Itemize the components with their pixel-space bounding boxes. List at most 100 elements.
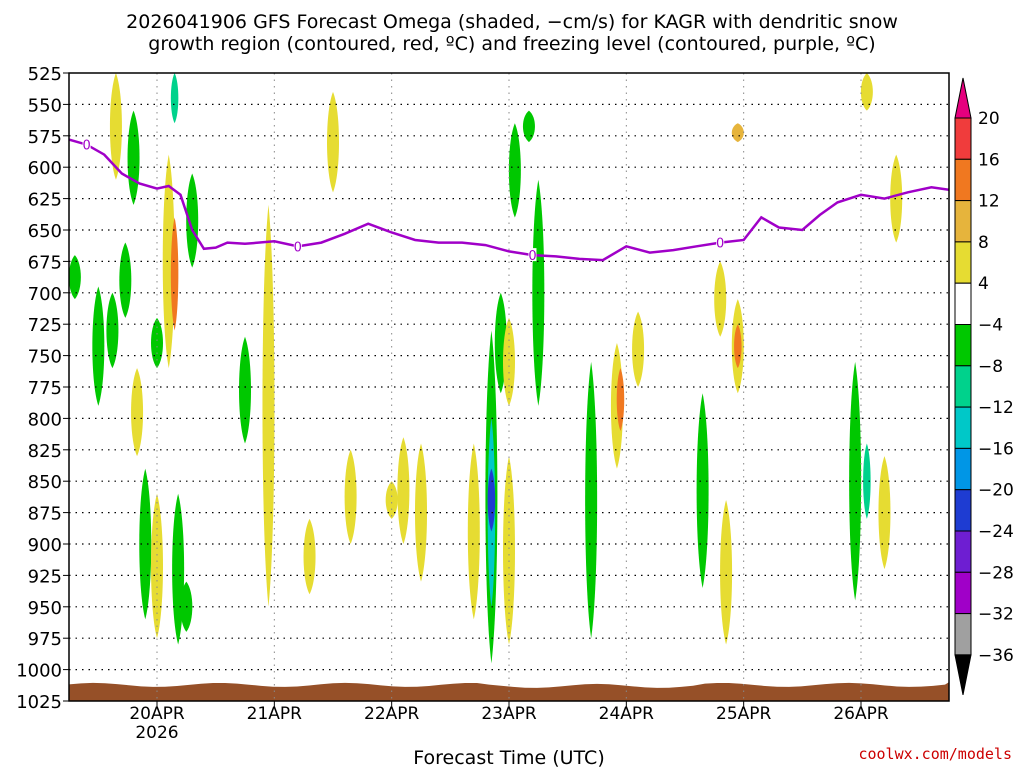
omega-region bbox=[632, 311, 645, 387]
omega-region bbox=[863, 443, 871, 519]
y-tick-label: 1025 bbox=[16, 692, 62, 713]
omega-region bbox=[890, 154, 903, 243]
colorbar-label: 20 bbox=[978, 109, 1000, 129]
colorbar-top-arrow bbox=[954, 77, 972, 119]
y-tick-label: 850 bbox=[28, 472, 62, 493]
omega-region bbox=[106, 292, 119, 369]
omega-shading-layer bbox=[69, 73, 903, 664]
colorbar-swatch bbox=[954, 117, 972, 160]
y-tick-label: 725 bbox=[28, 315, 62, 336]
omega-region bbox=[262, 204, 275, 607]
omega-region bbox=[170, 73, 179, 124]
omega-region bbox=[585, 361, 598, 639]
colorbar-label: −8 bbox=[978, 357, 1003, 377]
omega-region bbox=[131, 368, 144, 457]
omega-region bbox=[344, 449, 357, 544]
x-tick-label: 21APR bbox=[247, 704, 303, 724]
x-tick-label: 20APR bbox=[129, 704, 185, 724]
omega-region bbox=[239, 336, 251, 444]
omega-region bbox=[696, 393, 709, 588]
freezing-level-line bbox=[69, 138, 949, 262]
omega-region bbox=[487, 468, 496, 532]
colorbar-label: 8 bbox=[978, 233, 989, 253]
omega-region bbox=[327, 91, 339, 193]
omega-region bbox=[69, 255, 81, 300]
omega-region bbox=[522, 110, 535, 143]
omega-region bbox=[503, 317, 515, 406]
colorbar-swatch bbox=[954, 241, 972, 284]
omega-region bbox=[162, 154, 175, 369]
contour-label-bg bbox=[528, 248, 537, 262]
colorbar-bottom-arrow bbox=[954, 654, 972, 695]
colorbar-label: −36 bbox=[978, 646, 1014, 666]
colorbar-label: 4 bbox=[978, 274, 989, 294]
colorbar-swatch bbox=[954, 489, 972, 532]
y-tick-label: 975 bbox=[28, 629, 62, 650]
x-tick-label: 22APR bbox=[364, 704, 420, 724]
omega-region bbox=[860, 73, 873, 111]
y-tick-label: 925 bbox=[28, 566, 62, 587]
y-tick-label: 550 bbox=[28, 95, 62, 116]
omega-region bbox=[849, 361, 862, 601]
freezing-level-label: 0 bbox=[82, 139, 90, 154]
colorbar-swatch bbox=[954, 530, 972, 573]
y-tick-label: 950 bbox=[28, 598, 62, 619]
contour-label-bg bbox=[293, 239, 302, 253]
y-tick-label: 700 bbox=[28, 284, 62, 305]
x-tick-sublabel: 2026 bbox=[135, 723, 178, 743]
x-tick-label: 26APR bbox=[833, 704, 889, 724]
chart-title-line1: 2026041906 GFS Forecast Omega (shaded, −… bbox=[126, 11, 898, 33]
omega-region bbox=[151, 317, 163, 369]
x-tick-label: 25APR bbox=[716, 704, 772, 724]
x-tick-label: 24APR bbox=[599, 704, 655, 724]
colorbar-swatch bbox=[954, 200, 972, 243]
x-tick-label: 23APR bbox=[481, 704, 537, 724]
omega-region bbox=[119, 242, 132, 318]
colorbar-swatch bbox=[954, 613, 972, 656]
credit-text[interactable]: coolwx.com/models bbox=[858, 745, 1012, 763]
x-axis-label: Forecast Time (UTC) bbox=[413, 747, 604, 768]
omega-region bbox=[109, 73, 122, 180]
grid-layer bbox=[69, 73, 949, 701]
omega-region bbox=[503, 456, 515, 645]
colorbar-swatch bbox=[954, 158, 972, 202]
colorbar: 20 16 12 8 4 −4 −8 −12 −16 −20 −24 −28 −32 −36 bbox=[954, 77, 1014, 695]
colorbar-swatch bbox=[954, 365, 972, 408]
colorbar-swatch bbox=[954, 282, 972, 326]
y-tick-label: 1000 bbox=[16, 661, 62, 682]
omega-region bbox=[303, 518, 316, 595]
contour-label-bg bbox=[716, 235, 725, 249]
y-tick-label: 675 bbox=[28, 252, 62, 273]
omega-region bbox=[186, 173, 199, 268]
colorbar-label: 16 bbox=[978, 150, 1000, 170]
freezing-level-layer: 0 0 0 0 bbox=[69, 137, 949, 264]
colorbar-label: −12 bbox=[978, 398, 1014, 418]
omega-region bbox=[616, 368, 625, 431]
omega-region bbox=[714, 261, 727, 337]
omega-region bbox=[731, 123, 744, 143]
omega-region bbox=[397, 437, 410, 544]
colorbar-swatch bbox=[954, 447, 972, 491]
y-tick-label: 525 bbox=[28, 64, 62, 85]
y-tick-label: 650 bbox=[28, 221, 62, 242]
y-tick-label: 800 bbox=[28, 409, 62, 430]
colorbar-label: −20 bbox=[978, 481, 1014, 501]
omega-region bbox=[734, 324, 742, 369]
y-tick-label: 625 bbox=[28, 190, 62, 211]
y-tick-label: 875 bbox=[28, 504, 62, 525]
colorbar-label: −16 bbox=[978, 439, 1014, 459]
colorbar-swatch bbox=[954, 324, 972, 367]
y-tick-label: 575 bbox=[28, 127, 62, 148]
colorbar-label: −24 bbox=[978, 522, 1014, 542]
colorbar-swatch bbox=[954, 571, 972, 615]
y-tick-label: 600 bbox=[28, 158, 62, 179]
omega-region bbox=[139, 468, 152, 620]
y-tick-label: 775 bbox=[28, 378, 62, 399]
y-tick-label: 750 bbox=[28, 347, 62, 368]
omega-region bbox=[878, 456, 891, 570]
omega-region bbox=[151, 493, 163, 639]
omega-region bbox=[720, 500, 733, 645]
y-tick-label: 825 bbox=[28, 441, 62, 462]
